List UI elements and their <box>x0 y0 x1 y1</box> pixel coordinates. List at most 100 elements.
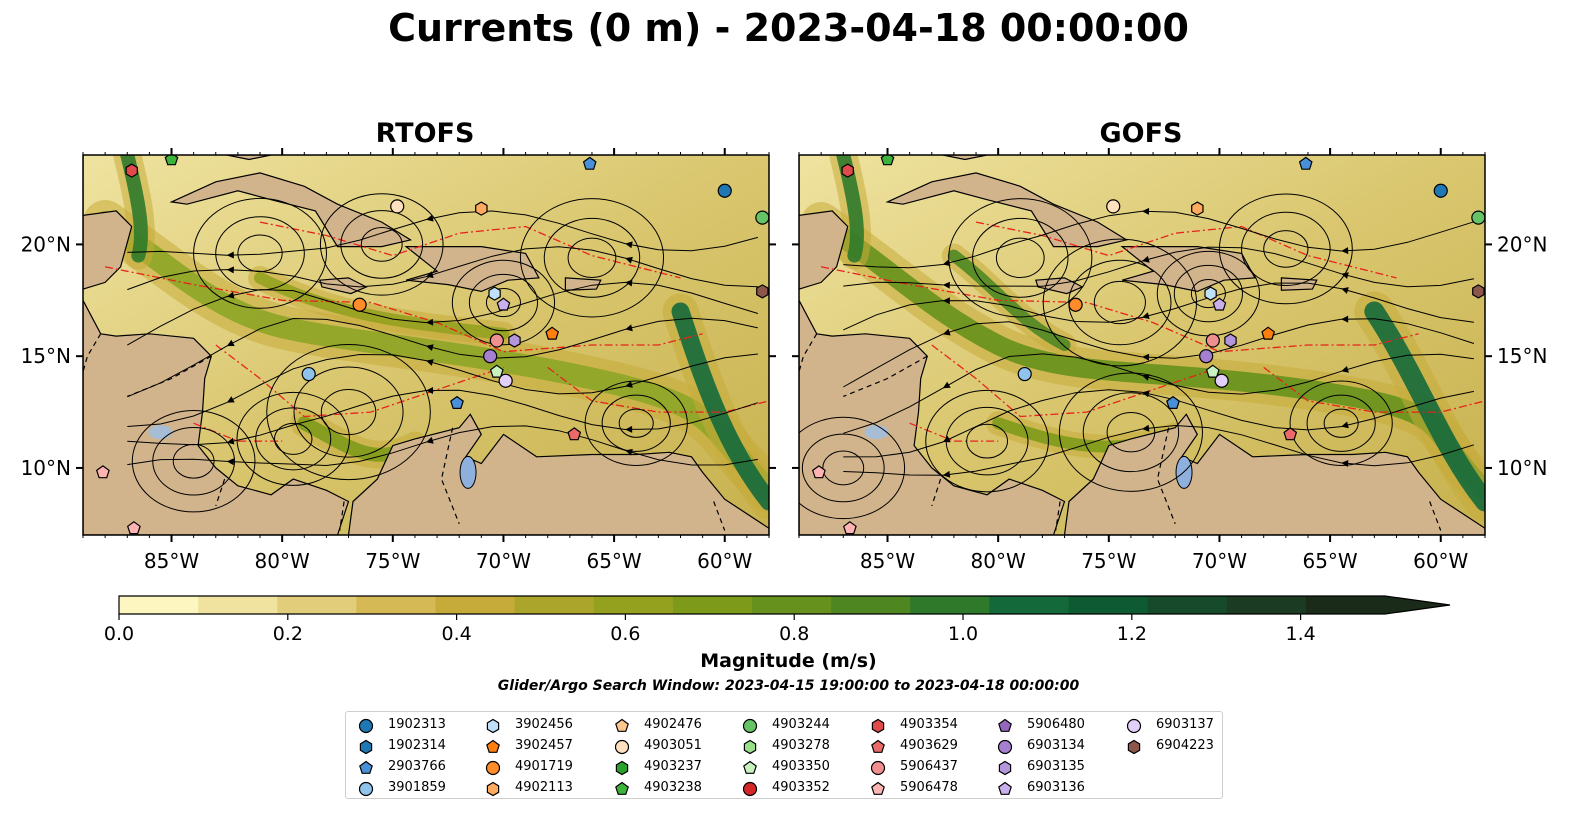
legend-label: 4903352 <box>772 780 830 795</box>
streamline-arrow <box>1142 255 1150 263</box>
float-marker-5906437 <box>1205 333 1220 348</box>
eddy-streamline <box>822 450 865 486</box>
colorbar-segment <box>1305 596 1386 614</box>
legend-label: 1902313 <box>388 717 446 732</box>
float-marker-6904223 <box>756 284 769 299</box>
eddy-streamline <box>618 408 654 438</box>
streamline-arrow <box>942 381 951 389</box>
colorbar-segment <box>1068 596 1149 614</box>
lon-tick-label: 60°W <box>1413 549 1468 573</box>
float-marker-5906478 <box>126 521 141 535</box>
float-marker-4903238 <box>164 155 179 166</box>
eddy-streamline <box>1323 408 1359 438</box>
streamline-arrow <box>426 436 434 444</box>
eddy-streamline <box>340 210 424 279</box>
country-border <box>127 355 212 397</box>
legend-label: 4903354 <box>900 717 958 732</box>
eddy-streamline <box>293 366 404 458</box>
legend-label: 2903766 <box>388 759 446 774</box>
legend-marker <box>743 739 757 755</box>
legend-label: 4903244 <box>772 717 830 732</box>
lon-tick-label: 60°W <box>697 549 752 573</box>
streamline-arrow <box>1142 424 1150 432</box>
colorbar-segment <box>593 596 674 614</box>
legend-label: 3902457 <box>515 738 573 753</box>
legend-marker-pentagon <box>871 739 885 753</box>
lake-maracaibo <box>459 455 477 489</box>
legend-marker <box>742 781 758 797</box>
streamline-arrow <box>942 281 950 289</box>
float-marker-2903766 <box>450 395 464 409</box>
float-legend: 1902313 1902314 2903766 3901859 3902456 39024… <box>345 711 1223 799</box>
colorbar-extend-arrow <box>1385 596 1450 614</box>
float-marker-2903766 <box>582 156 597 170</box>
legend-marker-circle <box>614 739 630 755</box>
streamline-arrow <box>1341 366 1349 373</box>
eddy-streamline <box>925 389 1049 493</box>
legend-label: 4903238 <box>644 780 702 795</box>
legend-marker-hexagon <box>359 739 373 755</box>
lon-tick-label: 65°W <box>586 549 641 573</box>
colorbar-segment <box>198 596 278 614</box>
float-marker-1902313 <box>717 183 732 198</box>
lon-tick-label: 70°W <box>476 549 531 573</box>
legend-marker-pentagon <box>998 781 1012 795</box>
streamline-arrow <box>1142 353 1150 361</box>
legend-label: 5906478 <box>900 780 958 795</box>
float-marker-4901719 <box>352 297 367 312</box>
eddy-streamline <box>468 273 539 332</box>
panel-title-gofs: GOFS <box>1099 118 1183 149</box>
legend-marker-circle <box>1126 718 1142 734</box>
legend-marker-pentagon <box>615 718 629 732</box>
legend-marker-pentagon <box>486 739 500 753</box>
land-cuba <box>885 172 1129 248</box>
legend-marker-circle <box>742 718 758 734</box>
current-jet <box>671 302 769 511</box>
legend-marker <box>358 781 374 797</box>
eddy-streamline <box>1289 380 1393 466</box>
country-border <box>931 478 942 507</box>
legend-marker-pentagon <box>359 760 373 774</box>
legend-label: 5906480 <box>1027 717 1085 732</box>
legend-label: 1902314 <box>388 738 446 753</box>
colorbar-segment <box>1147 596 1228 614</box>
streamline-arrow <box>226 437 235 445</box>
colorbar-segment <box>831 596 911 614</box>
legend-label: 4903237 <box>644 759 702 774</box>
eddy-streamline <box>601 394 671 452</box>
eddy-streamline <box>1068 259 1172 346</box>
legend-label: 4903278 <box>772 738 830 753</box>
streamline-arrow <box>625 324 633 332</box>
colorbar-tick-label: 0.8 <box>779 623 809 645</box>
colorbar-tick-label: 1.0 <box>948 623 978 645</box>
legend-label: 6903134 <box>1027 738 1085 753</box>
float-marker-4903629 <box>567 427 582 441</box>
colorbar-segment <box>989 596 1069 614</box>
streamline-arrow <box>226 339 235 347</box>
colorbar-segment <box>119 596 199 614</box>
float-marker-4903051 <box>1106 199 1121 214</box>
eddy-streamline <box>801 433 885 503</box>
float-marker-3901859 <box>1017 366 1032 382</box>
legend-marker <box>997 739 1013 755</box>
colorbar-segment <box>514 596 595 614</box>
eddy-streamline <box>1082 392 1180 473</box>
legend-marker <box>358 718 374 734</box>
eez-boundary <box>215 344 504 418</box>
legend-marker <box>486 718 500 734</box>
float-marker-2903766 <box>1166 395 1180 409</box>
colorbar-tick-label: 0.6 <box>610 623 640 645</box>
streamline-arrow <box>426 271 434 278</box>
float-marker-5906478 <box>95 465 110 479</box>
eddy-streamline <box>519 198 665 318</box>
legend-marker <box>742 718 758 734</box>
legend-marker <box>486 781 500 797</box>
land-yucatan <box>799 155 849 290</box>
streamline-arrow <box>625 381 633 388</box>
streamline-arrow <box>426 359 434 366</box>
eddy-streamline <box>567 237 617 279</box>
eddy-streamline <box>273 422 313 455</box>
legend-marker-hexagon <box>1127 739 1141 755</box>
search-window-text: Glider/Argo Search Window: 2023-04-15 19… <box>497 678 1080 694</box>
